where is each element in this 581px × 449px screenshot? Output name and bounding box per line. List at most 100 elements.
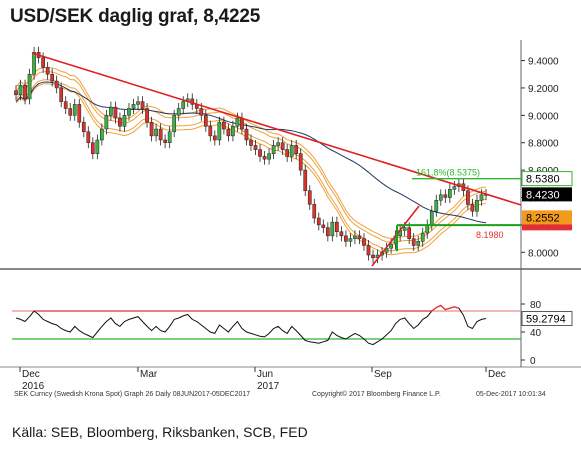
x-tick-label: Sep — [374, 369, 392, 380]
candle-body — [344, 235, 348, 242]
candle-body — [321, 224, 326, 228]
candle-body — [231, 126, 235, 137]
candle-body — [262, 156, 267, 160]
value-box-last-label: 8.4230 — [526, 189, 560, 201]
value-boxes: 8.5380 8.4230 8.2552 59.2794 — [521, 171, 573, 326]
candle-body — [145, 108, 149, 123]
ma-band-line — [15, 70, 487, 244]
candle-body — [280, 142, 285, 150]
candle-body — [14, 90, 18, 96]
candle-body — [41, 57, 45, 68]
value-box-rsi-outline — [521, 311, 573, 326]
x-tick-label: Dec — [488, 369, 506, 380]
y-tick-label: 8.8000 — [528, 139, 559, 150]
value-box-rsi-label: 59.2794 — [526, 314, 566, 326]
x-tick-label: Mar — [140, 369, 158, 380]
candle-body — [470, 204, 475, 212]
rsi-overbought-segment — [34, 304, 460, 312]
candle-body — [267, 153, 271, 160]
candle-body — [312, 204, 317, 219]
candle-body — [335, 221, 339, 233]
rsi-line — [15, 304, 487, 346]
candle-body — [140, 101, 145, 109]
x-tick-sublabel: 2016 — [22, 381, 45, 392]
candle-body — [136, 101, 140, 105]
candle-body — [81, 121, 86, 133]
candle-body — [154, 128, 158, 137]
candle-body — [276, 142, 280, 146]
candle-body — [149, 121, 154, 137]
candle-body — [90, 142, 95, 154]
support-annotation: 8.1980 — [476, 230, 504, 240]
rsi-tick-label: 40 — [530, 328, 542, 339]
candle-body — [411, 238, 416, 246]
rsi-tick-label: 0 — [530, 356, 536, 367]
candle-body — [23, 84, 27, 100]
candle-body — [330, 221, 335, 237]
candle-body — [163, 139, 167, 143]
candle-body — [339, 231, 344, 237]
value-box-band-label: 8.2552 — [526, 212, 560, 224]
candle-body — [32, 52, 36, 75]
candle-body — [443, 194, 448, 198]
candle-body — [371, 254, 375, 259]
candle-body — [303, 169, 308, 191]
candle-body — [429, 210, 434, 226]
candle-body — [172, 115, 177, 133]
candle-body — [167, 131, 172, 143]
candle-body — [307, 190, 312, 205]
value-box-last-bg — [522, 187, 572, 202]
candle-body — [285, 149, 290, 157]
candle-body — [63, 101, 68, 109]
candle-body — [100, 128, 104, 141]
candle-body — [18, 84, 23, 96]
candle-body — [348, 238, 353, 242]
y-tick-label: 9.2000 — [528, 84, 559, 95]
candle-body — [45, 67, 50, 75]
value-box-ma-outline — [521, 171, 573, 187]
candle-body — [104, 115, 109, 130]
candle-body — [72, 104, 77, 116]
candle-body — [95, 139, 100, 154]
candle-body — [420, 232, 425, 242]
candle-body — [217, 121, 222, 141]
candle-body — [325, 227, 330, 237]
candle-body — [118, 117, 122, 127]
x-tick-label: Dec — [22, 369, 40, 380]
candle-body — [59, 87, 64, 102]
candle-body — [212, 135, 217, 141]
value-box-red-strip — [522, 224, 572, 231]
y-tick-label: 9.4000 — [528, 57, 559, 68]
value-box-ma-bg — [522, 171, 572, 186]
candle-body — [289, 145, 294, 157]
chart-frames — [0, 40, 581, 368]
chart-title: USD/SEK daglig graf, 8,4225 — [10, 6, 261, 27]
candle-body — [109, 106, 113, 116]
candle-body — [176, 108, 181, 116]
candle-body — [353, 235, 357, 239]
y-tick-label: 8.0000 — [528, 248, 559, 259]
candle-body — [77, 104, 82, 123]
trend-overlays: 161.8%(8.5375) 8.1980 — [31, 52, 522, 267]
candle-body — [479, 194, 484, 201]
candle-body — [316, 217, 321, 226]
value-box-rsi-bg — [522, 311, 572, 326]
chart-source: Källa: SEB, Bloomberg, Riksbanken, SCB, … — [12, 424, 308, 440]
x-tick-label: Jun — [257, 369, 273, 380]
candle-body — [240, 117, 244, 130]
candle-body — [389, 243, 393, 249]
rsi-panel — [12, 304, 521, 346]
candle-body — [235, 117, 240, 127]
candle-body — [452, 186, 457, 190]
candle-body — [434, 200, 439, 212]
candle-body — [122, 115, 127, 127]
candle-body — [416, 241, 421, 246]
candle-body — [271, 145, 276, 154]
candle-body — [258, 149, 262, 157]
footer-center: Copyright© 2017 Bloomberg Finance L.P. — [312, 390, 441, 398]
value-box-band-bg — [522, 210, 572, 225]
candle-body — [402, 227, 407, 231]
footer-left: SEK Curncy (Swedish Krona Spot) Graph 26… — [14, 391, 250, 398]
candle-body — [226, 128, 231, 137]
